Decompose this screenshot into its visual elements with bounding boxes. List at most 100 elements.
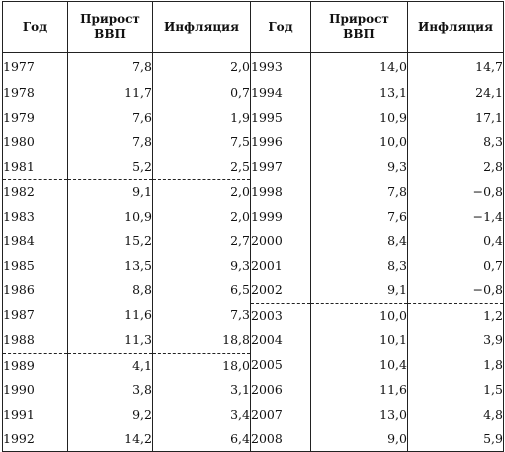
- cell-year-right: 2008: [250, 427, 311, 452]
- cell-gdp-right: 9,1: [310, 278, 408, 303]
- cell-year-left: 1982: [2, 179, 68, 205]
- cell-inflation-right: 1,8: [407, 353, 504, 378]
- cell-year-right: 1999: [250, 204, 311, 229]
- cell-inflation-left: 2,0: [152, 204, 251, 229]
- cell-inflation-right: 24,1: [407, 81, 504, 106]
- cell-gdp-left: 14,2: [67, 427, 153, 452]
- cell-year-left: 1977: [2, 52, 68, 81]
- cell-year-right: 2007: [250, 402, 311, 427]
- cell-gdp-right: 7,6: [310, 204, 408, 229]
- cell-gdp-left: 3,8: [67, 378, 153, 403]
- cell-inflation-left: 7,3: [152, 303, 251, 328]
- cell-inflation-right: 8,3: [407, 130, 504, 155]
- header-year-right: Год: [250, 1, 311, 53]
- cell-gdp-right: 10,1: [310, 328, 408, 353]
- cell-gdp-left: 13,5: [67, 253, 153, 278]
- cell-inflation-left: 2,7: [152, 229, 251, 254]
- table-row: 1979 7,6 1,9 1995 10,9 17,1: [2, 105, 504, 130]
- cell-gdp-left: 5,2: [67, 154, 153, 180]
- table-row: 1981 5,2 2,5 1997 9,3 2,8: [2, 154, 504, 180]
- cell-year-left: 1989: [2, 352, 68, 378]
- cell-year-right: 2005: [250, 353, 311, 378]
- cell-inflation-right: 1,5: [407, 378, 504, 403]
- cell-gdp-left: 7,8: [67, 52, 153, 81]
- header-inflation-right: Инфляция: [407, 1, 504, 53]
- cell-year-right: 2006: [250, 378, 311, 403]
- cell-year-left: 1980: [2, 130, 68, 155]
- table-row: 1991 9,2 3,4 2007 13,0 4,8: [2, 402, 504, 427]
- cell-gdp-left: 15,2: [67, 229, 153, 254]
- cell-inflation-right: 1,2: [407, 302, 504, 328]
- cell-year-right: 2000: [250, 229, 311, 254]
- table-row: 1978 11,7 0,7 1994 13,1 24,1: [2, 81, 504, 106]
- cell-gdp-left: 9,2: [67, 402, 153, 427]
- cell-year-left: 1986: [2, 278, 68, 303]
- cell-inflation-left: 2,0: [152, 179, 251, 205]
- cell-inflation-right: 17,1: [407, 105, 504, 130]
- cell-inflation-right: 0,4: [407, 229, 504, 254]
- cell-year-left: 1979: [2, 105, 68, 130]
- cell-gdp-right: 10,0: [310, 130, 408, 155]
- cell-year-left: 1988: [2, 328, 68, 353]
- table-row: 1985 13,5 9,3 2001 8,3 0,7: [2, 253, 504, 278]
- cell-year-left: 1991: [2, 402, 68, 427]
- table-row: 1989 4,1 18,0 2005 10,4 1,8: [2, 352, 504, 378]
- cell-inflation-left: 0,7: [152, 81, 251, 106]
- cell-inflation-left: 6,4: [152, 427, 251, 452]
- table-row: 1987 11,6 7,3 2003 10,0 1,2: [2, 302, 504, 328]
- cell-gdp-left: 10,9: [67, 204, 153, 229]
- table-row: 1986 8,8 6,5 2002 9,1 −0,8: [2, 278, 504, 303]
- cell-gdp-right: 9,3: [310, 154, 408, 180]
- cell-inflation-left: 3,4: [152, 402, 251, 427]
- cell-inflation-left: 7,5: [152, 130, 251, 155]
- cell-year-left: 1984: [2, 229, 68, 254]
- cell-inflation-left: 2,5: [152, 154, 251, 180]
- cell-year-right: 2004: [250, 328, 311, 353]
- header-gdp-right: Прирост ВВП: [310, 1, 408, 53]
- cell-gdp-left: 4,1: [67, 352, 153, 378]
- table-row: 1983 10,9 2,0 1999 7,6 −1,4: [2, 204, 504, 229]
- cell-year-left: 1981: [2, 154, 68, 180]
- table-row: 1992 14,2 6,4 2008 9,0 5,9: [2, 427, 504, 452]
- cell-gdp-right: 11,6: [310, 378, 408, 403]
- cell-inflation-right: 4,8: [407, 402, 504, 427]
- header-gdp-left: Прирост ВВП: [67, 1, 153, 53]
- header-row: Год Прирост ВВП Инфляция Год Прирост ВВП…: [2, 1, 504, 53]
- cell-gdp-left: 9,1: [67, 179, 153, 205]
- cell-year-right: 1996: [250, 130, 311, 155]
- cell-gdp-left: 11,3: [67, 328, 153, 353]
- cell-gdp-left: 7,6: [67, 105, 153, 130]
- cell-inflation-left: 6,5: [152, 278, 251, 303]
- table-row: 1984 15,2 2,7 2000 8,4 0,4: [2, 229, 504, 254]
- table-row: 1990 3,8 3,1 2006 11,6 1,5: [2, 378, 504, 403]
- cell-inflation-right: 3,9: [407, 328, 504, 353]
- cell-year-right: 2003: [250, 302, 311, 328]
- cell-gdp-right: 10,9: [310, 105, 408, 130]
- cell-inflation-right: −0,8: [407, 278, 504, 303]
- cell-year-left: 1990: [2, 378, 68, 403]
- cell-year-right: 1997: [250, 154, 311, 180]
- cell-inflation-right: 2,8: [407, 154, 504, 180]
- cell-year-left: 1987: [2, 303, 68, 328]
- cell-year-right: 1993: [250, 52, 311, 81]
- cell-inflation-right: −1,4: [407, 204, 504, 229]
- cell-year-left: 1983: [2, 204, 68, 229]
- table-body: 1977 7,8 2,0 1993 14,0 14,7 1978 11,7 0,7 1994 13,…: [2, 52, 504, 452]
- cell-inflation-left: 2,0: [152, 52, 251, 81]
- cell-inflation-right: 14,7: [407, 52, 504, 81]
- cell-gdp-right: 10,0: [310, 302, 408, 328]
- cell-year-left: 1992: [2, 427, 68, 452]
- cell-inflation-right: 0,7: [407, 253, 504, 278]
- cell-gdp-left: 8,8: [67, 278, 153, 303]
- cell-gdp-right: 8,4: [310, 229, 408, 254]
- cell-gdp-left: 7,8: [67, 130, 153, 155]
- cell-gdp-left: 11,7: [67, 81, 153, 106]
- cell-inflation-left: 9,3: [152, 253, 251, 278]
- cell-inflation-left: 3,1: [152, 378, 251, 403]
- header-inflation-left: Инфляция: [152, 1, 251, 53]
- cell-inflation-right: 5,9: [407, 427, 504, 452]
- cell-year-right: 1995: [250, 105, 311, 130]
- cell-inflation-left: 18,0: [152, 352, 251, 378]
